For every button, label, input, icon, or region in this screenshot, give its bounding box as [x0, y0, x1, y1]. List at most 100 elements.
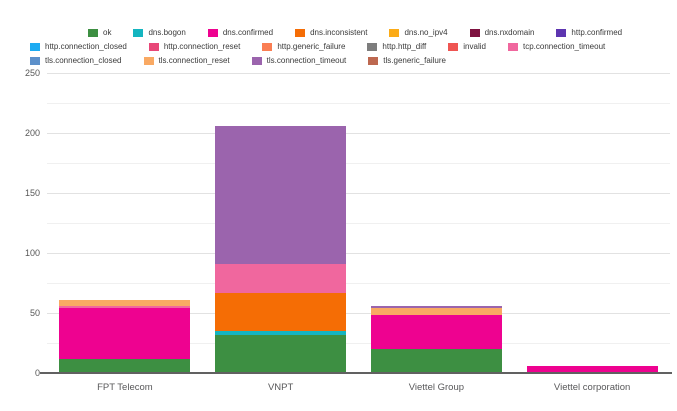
- legend-swatch-icon: [507, 42, 518, 51]
- major-gridline: [47, 253, 670, 254]
- legend-label: ok: [103, 28, 112, 37]
- legend-label: http.connection_reset: [163, 42, 241, 51]
- legend-label: dns.confirmed: [222, 28, 274, 37]
- legend-item-dns.confirmed: dns.confirmed: [207, 28, 274, 37]
- legend-swatch-icon: [389, 28, 400, 37]
- bar-segment-dns.inconsistent[interactable]: [215, 292, 347, 332]
- legend-label: http.confirmed: [571, 28, 623, 37]
- legend-row: ok dns.bogon dns.confirmed dns.inconsistent…: [0, 26, 677, 39]
- bar-stack: [370, 73, 502, 373]
- bar-segment-tls.connection_reset[interactable]: [370, 308, 502, 316]
- bar-stack: [215, 73, 347, 373]
- y-axis-tick-label: 0: [34, 368, 40, 378]
- bar-segment-ok[interactable]: [59, 358, 191, 373]
- legend-swatch-icon: [143, 56, 154, 65]
- legend-item-dns.no_ipv4: dns.no_ipv4: [389, 28, 448, 37]
- legend-item-ok: ok: [88, 28, 111, 37]
- legend-label: dns.bogon: [148, 28, 186, 37]
- bar-columns: [47, 73, 670, 373]
- bar-segment-tls.connection_timeout[interactable]: [370, 305, 502, 309]
- x-axis-category-label: VNPT: [267, 382, 294, 393]
- minor-gridline: [47, 343, 670, 344]
- minor-gridline: [47, 163, 670, 164]
- bar-segment-dns.confirmed[interactable]: [526, 365, 658, 373]
- legend-item-http.connection_reset: http.connection_reset: [148, 42, 241, 51]
- bar-stack: [526, 73, 658, 373]
- legend-item-invalid: invalid: [448, 42, 486, 51]
- x-axis-category-label: FPT Telecom: [97, 382, 153, 393]
- legend-label: tls.generic_failure: [383, 56, 446, 65]
- bar-segment-tcp.connection_timeout[interactable]: [215, 263, 347, 293]
- y-axis-tick-label: 100: [24, 248, 40, 258]
- legend-swatch-icon: [367, 42, 378, 51]
- legend-item-http.http_diff: http.http_diff: [367, 42, 426, 51]
- legend-item-tls.connection_reset: tls.connection_reset: [143, 56, 230, 65]
- legend-label: tls.connection_closed: [45, 56, 122, 65]
- legend-swatch-icon: [556, 28, 567, 37]
- legend-label: tls.connection_timeout: [266, 56, 347, 65]
- bar-column-viettel-corporation: [514, 73, 670, 373]
- legend-swatch-icon: [469, 28, 480, 37]
- x-axis-category-label: Viettel corporation: [553, 382, 631, 393]
- legend-swatch-icon: [262, 42, 273, 51]
- legend-label: tls.connection_reset: [158, 56, 230, 65]
- y-axis-tick-label: 200: [24, 128, 40, 138]
- minor-gridline: [47, 283, 670, 284]
- major-gridline: [47, 193, 670, 194]
- legend-label: dns.nxdomain: [484, 28, 535, 37]
- bar-segment-ok[interactable]: [215, 334, 347, 373]
- major-gridline: [47, 313, 670, 314]
- legend-label: invalid: [463, 42, 486, 51]
- bar-segment-ok[interactable]: [370, 349, 502, 373]
- major-gridline: [47, 73, 670, 74]
- legend-label: tcp.connection_timeout: [522, 42, 606, 51]
- bar-column-vnpt: [203, 73, 359, 373]
- legend-swatch-icon: [148, 42, 159, 51]
- major-gridline: [47, 133, 670, 134]
- bar-segment-tls.connection_reset[interactable]: [59, 299, 191, 306]
- legend-swatch-icon: [133, 28, 144, 37]
- legend-item-tls.connection_timeout: tls.connection_timeout: [251, 56, 347, 65]
- bar-segment-tls.connection_timeout[interactable]: [215, 125, 347, 264]
- legend-item-tls.generic_failure: tls.generic_failure: [368, 56, 446, 65]
- legend-item-http.connection_closed: http.connection_closed: [30, 42, 127, 51]
- bar-segment-dns.confirmed[interactable]: [59, 308, 191, 359]
- legend-item-tls.connection_closed: tls.connection_closed: [30, 56, 122, 65]
- legend-swatch-icon: [30, 56, 40, 65]
- bar-column-fpt-telecom: [47, 73, 203, 373]
- legend-swatch-icon: [88, 28, 98, 37]
- legend-item-dns.nxdomain: dns.nxdomain: [469, 28, 535, 37]
- legend-swatch-icon: [448, 42, 459, 51]
- bar-stack: [59, 73, 191, 373]
- legend-row: tls.connection_closed tls.connection_rese…: [0, 54, 677, 67]
- legend-item-tcp.connection_timeout: tcp.connection_timeout: [507, 42, 606, 51]
- legend-swatch-icon: [295, 28, 306, 37]
- bar-segment-dns.confirmed[interactable]: [370, 315, 502, 349]
- legend-row: http.connection_closed http.connection_re…: [0, 40, 677, 53]
- y-axis-tick-label: 150: [24, 188, 40, 198]
- x-axis-labels: FPT Telecom VNPT Viettel Group Viettel corp…: [47, 382, 670, 393]
- legend-item-dns.bogon: dns.bogon: [133, 28, 186, 37]
- chart-legend: ok dns.bogon dns.confirmed dns.inconsistent…: [0, 26, 677, 67]
- legend-swatch-icon: [30, 42, 40, 51]
- y-axis-tick-label: 250: [24, 68, 40, 78]
- bar-segment-tcp.connection_timeout[interactable]: [59, 305, 191, 309]
- x-axis-line: [40, 372, 672, 374]
- legend-label: dns.no_ipv4: [404, 28, 448, 37]
- y-axis-tick-label: 50: [29, 308, 40, 318]
- legend-label: http.generic_failure: [277, 42, 346, 51]
- minor-gridline: [47, 223, 670, 224]
- legend-swatch-icon: [251, 56, 262, 65]
- bar-segment-dns.bogon[interactable]: [215, 331, 347, 335]
- legend-swatch-icon: [368, 56, 379, 65]
- chart-plot-area: [47, 73, 670, 374]
- legend-label: http.connection_closed: [45, 42, 127, 51]
- legend-label: dns.inconsistent: [310, 28, 368, 37]
- bar-column-viettel-group: [359, 73, 515, 373]
- legend-item-http.generic_failure: http.generic_failure: [262, 42, 345, 51]
- x-axis-category-label: Viettel Group: [408, 382, 465, 393]
- legend-swatch-icon: [207, 28, 218, 37]
- y-axis: 0 50 100 150 200 250: [0, 68, 40, 378]
- legend-item-http.confirmed: http.confirmed: [556, 28, 622, 37]
- minor-gridline: [47, 103, 670, 104]
